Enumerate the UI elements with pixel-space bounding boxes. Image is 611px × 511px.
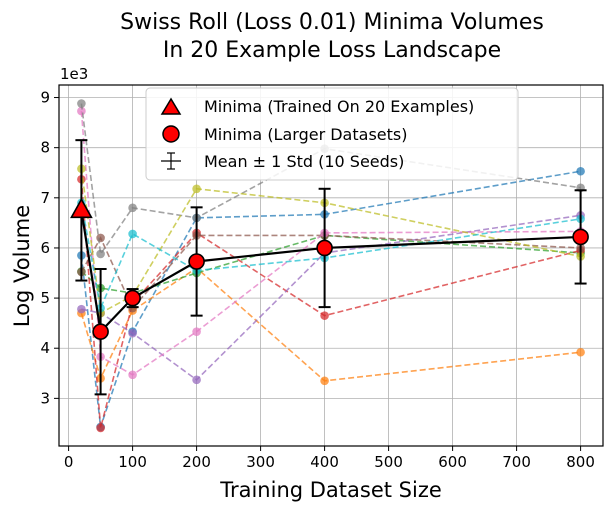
x-tick-label: 700 — [502, 453, 531, 471]
seed-line — [80, 179, 581, 429]
chart-title: Swiss Roll (Loss 0.01) Minima Volumes In… — [120, 10, 544, 63]
seed-point — [320, 311, 329, 320]
chart-title-line-1: Swiss Roll (Loss 0.01) Minima Volumes — [120, 10, 544, 35]
seed-line — [80, 168, 581, 315]
seed-series-1 — [77, 166, 585, 432]
y-tick-label: 6 — [40, 239, 50, 257]
seed-point — [96, 423, 105, 433]
seed-point — [192, 375, 201, 385]
seed-point — [576, 347, 585, 357]
x-tick-label: 600 — [438, 453, 467, 471]
legend-triangle-icon — [160, 97, 182, 115]
trained-on-20-minima-marker — [70, 197, 93, 219]
x-axis-ticks: 0 100 200 300 400 500 600 700 800 — [64, 446, 595, 471]
seed-point — [128, 370, 137, 380]
seed-point — [576, 166, 585, 176]
seed-point — [128, 328, 137, 338]
seed-line — [80, 267, 581, 382]
seed-point — [128, 203, 137, 213]
y-tick-label: 4 — [40, 339, 50, 357]
mean-minima-point — [188, 253, 205, 270]
mean-series-group — [70, 139, 589, 396]
legend-label-mean-std: Mean ± 1 Std (10 Seeds) — [204, 152, 404, 171]
seed-point — [192, 327, 201, 336]
x-tick-label: 200 — [182, 453, 211, 471]
chart-title-line-2: In 20 Example Loss Landscape — [163, 38, 501, 63]
legend-errorbar-icon — [161, 152, 181, 170]
x-tick-label: 300 — [246, 453, 275, 471]
x-tick-label: 500 — [374, 453, 403, 471]
seed-series-2 — [77, 263, 585, 386]
mean-minima-point — [92, 323, 109, 340]
y-tick-label: 3 — [40, 389, 50, 407]
x-tick-label: 100 — [118, 453, 147, 471]
seed-point — [128, 229, 137, 239]
y-axis-label: Log Volume — [10, 205, 34, 327]
x-tick-label: 400 — [310, 453, 339, 471]
legend-label-larger-datasets: Minima (Larger Datasets) — [204, 125, 407, 144]
legend: Minima (Trained On 20 Examples) Minima (… — [145, 87, 519, 181]
y-axis-ticks: 3 4 5 6 7 8 9 — [40, 89, 59, 407]
seed-point — [192, 184, 201, 194]
mean-minima-point — [124, 289, 141, 307]
seed-line — [80, 234, 581, 310]
plot-frame — [58, 84, 604, 447]
seed-point — [77, 304, 86, 314]
seed-point — [320, 376, 329, 386]
seed-line — [80, 170, 581, 428]
x-tick-label: 0 — [64, 453, 74, 471]
seed-point — [77, 99, 86, 108]
mean-line — [80, 210, 581, 335]
seed-point — [77, 106, 86, 116]
y-tick-label: 8 — [40, 139, 50, 157]
seed-line — [80, 202, 581, 311]
mean-minima-point — [316, 239, 333, 257]
y-axis-multiplier: 1e3 — [60, 65, 88, 83]
seed-point — [96, 233, 105, 243]
legend-label-trained-20: Minima (Trained On 20 Examples) — [204, 97, 474, 116]
x-axis-label: Training Dataset Size — [219, 478, 442, 502]
y-tick-label: 7 — [40, 189, 50, 207]
x-tick-label: 800 — [566, 453, 595, 471]
legend-circle-icon — [162, 125, 180, 143]
seed-series-4 — [77, 174, 585, 433]
y-tick-label: 9 — [40, 89, 50, 107]
seed-series-10 — [77, 198, 585, 313]
legend-box — [145, 87, 519, 181]
y-tick-label: 5 — [40, 289, 50, 307]
seed-point — [96, 249, 105, 259]
mean-minima-point — [572, 228, 589, 246]
